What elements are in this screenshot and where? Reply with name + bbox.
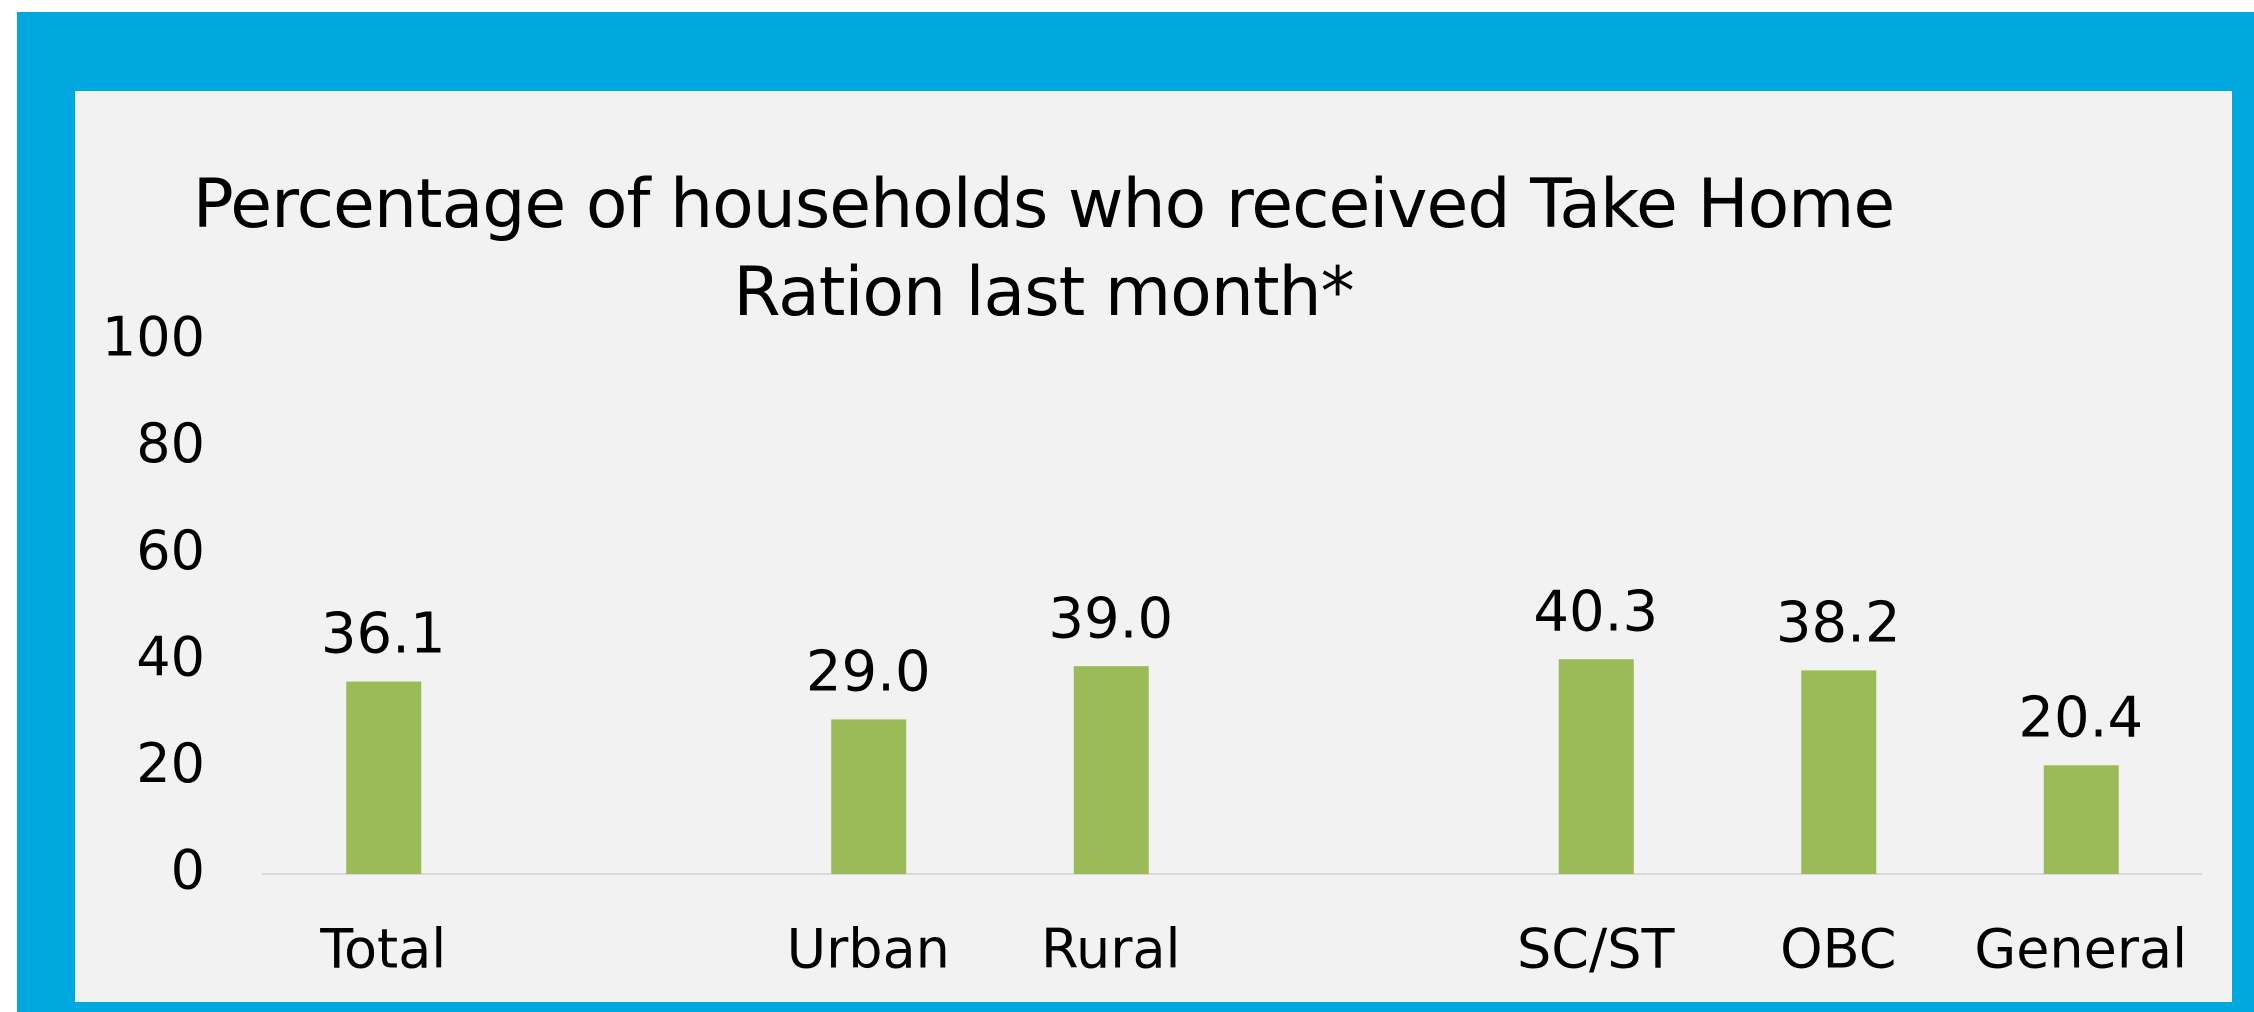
bar	[346, 681, 422, 874]
value-label: 20.4	[2018, 685, 2143, 750]
bar	[1558, 659, 1634, 874]
bar	[2043, 765, 2119, 874]
y-tick-label: 20	[136, 732, 205, 795]
y-tick-label: 80	[136, 412, 205, 475]
value-label: 29.0	[806, 640, 931, 705]
x-tick-label: Rural	[1041, 918, 1181, 981]
x-tick-label: General	[1974, 918, 2187, 981]
y-tick-label: 40	[136, 625, 205, 688]
y-tick-label: 100	[102, 306, 205, 369]
x-tick-label: Total	[319, 918, 446, 981]
chart-title: Percentage of households who received Ta…	[192, 165, 1896, 332]
value-label: 40.3	[1533, 579, 1658, 644]
value-label: 38.2	[1776, 591, 1901, 656]
value-label: 36.1	[321, 602, 446, 667]
x-tick-label: SC/ST	[1517, 918, 1675, 981]
bar	[1073, 666, 1149, 874]
y-tick-label: 60	[136, 519, 205, 582]
x-tick-label: Urban	[787, 918, 950, 981]
x-tick-label: OBC	[1780, 918, 1896, 981]
value-label: 39.0	[1048, 586, 1173, 651]
bar	[1801, 670, 1877, 874]
bar	[831, 719, 907, 874]
y-tick-label: 0	[171, 839, 205, 902]
